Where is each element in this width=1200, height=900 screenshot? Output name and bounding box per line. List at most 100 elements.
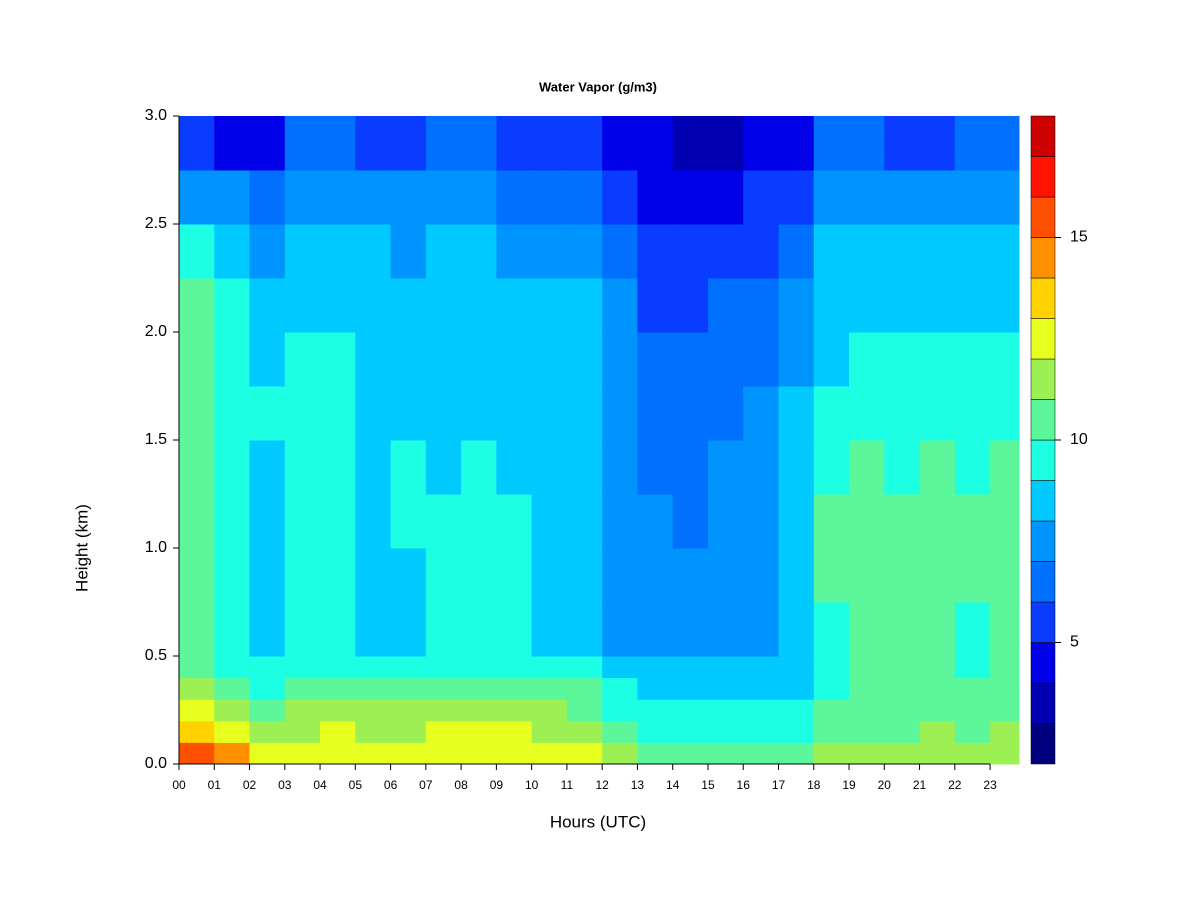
heat-cell [884,656,921,679]
heat-cell [919,677,956,700]
heat-cell [566,116,603,171]
heat-cell [743,656,779,679]
heat-cell [707,332,744,387]
x-tick-label: 12 [595,778,609,792]
heat-cell [179,224,215,279]
heat-cell [355,720,392,743]
y-axis-title: Height (km) [72,504,91,592]
heat-cell [179,720,215,743]
heat-cell [602,656,638,679]
heat-cell [743,116,779,171]
heat-cell [355,116,392,171]
heat-cell [531,548,568,603]
x-axis-title: Hours (UTC) [550,812,646,831]
heat-cell [214,224,251,279]
heat-cell [284,677,321,700]
heat-cell [284,699,321,722]
heat-cell [179,278,215,333]
heat-cell [390,224,427,279]
heat-cell [919,170,956,225]
x-tick-label: 22 [948,778,962,792]
heat-cell [461,332,497,387]
heat-cell [707,278,744,333]
heat-cell [919,742,956,765]
heat-cell [284,386,321,441]
heat-cell [813,742,850,765]
heat-cell [390,440,427,495]
heat-cell [179,548,215,603]
heat-cell [284,278,321,333]
heat-cell [637,699,674,722]
heat-cell [214,278,251,333]
heat-cell [496,602,533,657]
heat-cell [743,386,779,441]
heat-cell [496,548,533,603]
heat-cell [602,440,638,495]
heat-cell [284,440,321,495]
heat-cell [813,602,850,657]
heat-cell [531,170,568,225]
heat-cell [778,656,815,679]
heat-cell [179,677,215,700]
heat-cell [743,677,779,700]
heat-cell [743,602,779,657]
heat-cell [743,494,779,549]
colorbar-band [1030,358,1056,400]
heat-cell [637,656,674,679]
heat-cell [637,440,674,495]
heat-cell [707,742,744,765]
colorbar-tick-label: 15 [1070,229,1088,246]
heat-cell [320,656,356,679]
heat-cell [425,170,462,225]
x-tick-label: 06 [384,778,398,792]
heat-cell [179,656,215,679]
heat-cell [496,742,533,765]
x-tick-label: 18 [807,778,821,792]
heat-cell [813,386,850,441]
heat-cell [637,677,674,700]
heat-cell [990,278,1020,333]
heat-cell [249,440,286,495]
heat-cell [990,602,1020,657]
heat-cell [531,278,568,333]
heat-cell [919,602,956,657]
heat-cell [284,116,321,171]
heat-cell [813,677,850,700]
heat-cell [637,720,674,743]
heat-cell [390,332,427,387]
y-tick-label: 2.0 [145,323,167,340]
heat-cell [284,656,321,679]
heat-cell [566,224,603,279]
heat-cell [954,278,991,333]
heat-cell [531,720,568,743]
heat-cell [425,742,462,765]
heat-cell [778,170,815,225]
colorbar-band [1030,601,1056,643]
heat-cell [214,602,251,657]
x-tick-label: 04 [313,778,327,792]
heat-cell [531,332,568,387]
heat-cell [919,278,956,333]
heat-cell [461,170,497,225]
heat-cell [672,170,709,225]
heat-cell [355,440,392,495]
heat-cell [390,548,427,603]
heat-cell [566,720,603,743]
heat-cell [461,440,497,495]
heat-cell [461,720,497,743]
heat-cell [566,170,603,225]
heat-cell [849,170,885,225]
heat-cell [707,224,744,279]
x-tick-label: 14 [666,778,680,792]
heat-cell [179,602,215,657]
heat-cell [496,278,533,333]
heat-cell [566,332,603,387]
heat-cell [461,602,497,657]
heat-cell [566,548,603,603]
heat-cell [390,699,427,722]
y-tick-label: 1.5 [145,431,167,448]
heat-cell [320,494,356,549]
chart-title: Water Vapor (g/m3) [539,79,657,94]
heat-cell [849,656,885,679]
heat-cell [743,720,779,743]
